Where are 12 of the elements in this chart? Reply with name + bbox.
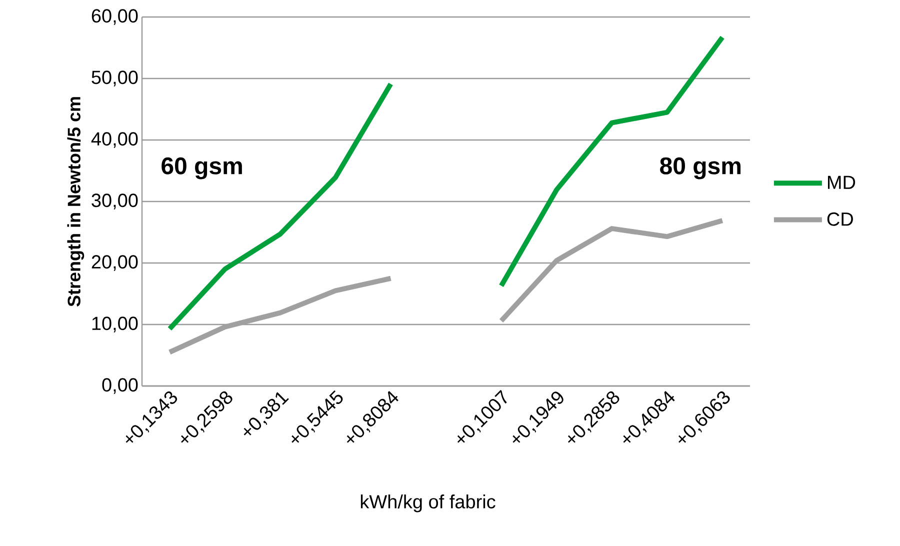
- y-tick-label: 60,00: [92, 9, 138, 25]
- y-tick-label: 10,00: [92, 316, 138, 332]
- annotation: 60 gsm: [162, 157, 242, 180]
- y-tick-label: 30,00: [92, 194, 138, 210]
- y-axis-title: Strength in Newton/5 cm: [67, 97, 84, 306]
- y-tick-label: 20,00: [92, 255, 138, 271]
- x-axis-title: kWh/kg of fabric: [360, 494, 496, 512]
- legend-label: CD: [827, 212, 853, 226]
- y-tick-label: 40,00: [91, 132, 138, 148]
- y-tick-label: 50,00: [92, 70, 138, 86]
- legend-label: MD: [828, 176, 856, 189]
- annotation: 80 gsm: [660, 157, 740, 180]
